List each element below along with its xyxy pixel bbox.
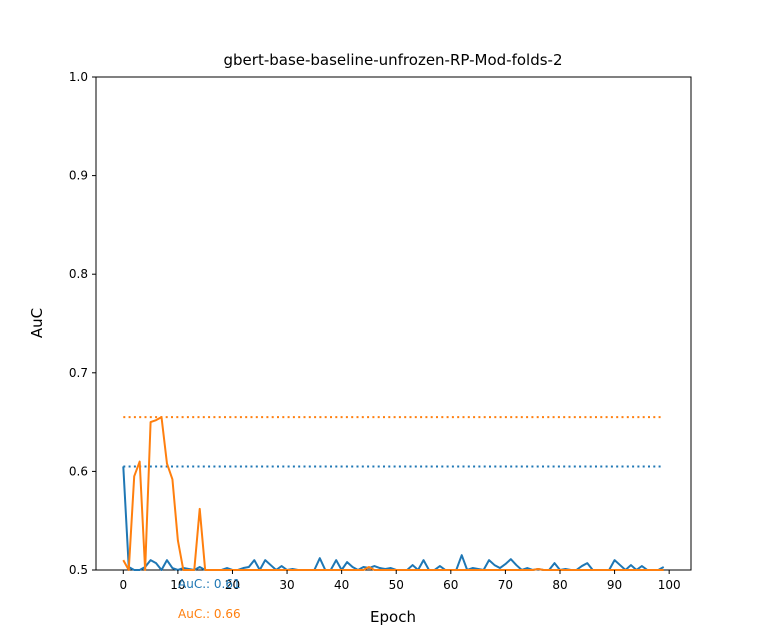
x-tick-label: 90 <box>607 578 622 592</box>
chart-title: gbert-base-baseline-unfrozen-RP-Mod-fold… <box>224 51 563 69</box>
series-1-auc-note: AuC.: 0.61 <box>178 577 241 591</box>
x-tick-label: 60 <box>443 578 458 592</box>
x-tick-label: 0 <box>119 578 127 592</box>
y-tick-label: 0.8 <box>69 267 88 281</box>
plot-area-frame <box>95 76 692 571</box>
y-tick-label: 0.9 <box>69 169 88 183</box>
x-axis-title: Epoch <box>370 608 416 626</box>
x-tick-label: 50 <box>389 578 404 592</box>
x-tick-label: 40 <box>334 578 349 592</box>
x-tick-label: 80 <box>552 578 567 592</box>
y-tick-label: 0.7 <box>69 366 88 380</box>
x-axis: 0 10 20 30 40 50 60 70 80 90 100 <box>119 570 681 592</box>
x-tick-label: 10 <box>170 578 185 592</box>
series-2-line <box>122 416 664 571</box>
y-axis: 0.5 0.6 0.7 0.8 0.9 1.0 <box>69 70 96 577</box>
y-tick-label: 0.6 <box>69 464 88 478</box>
y-tick-label: 1.0 <box>69 70 88 84</box>
x-tick-label: 30 <box>279 578 294 592</box>
y-tick-label: 0.5 <box>69 563 88 577</box>
y-axis-title: AuC <box>28 308 46 338</box>
x-tick-label: 20 <box>225 578 240 592</box>
x-tick-label: 70 <box>498 578 513 592</box>
x-tick-label: 100 <box>658 578 681 592</box>
series-2-auc-note: AuC.: 0.66 <box>178 607 241 621</box>
series-layer <box>122 416 665 571</box>
